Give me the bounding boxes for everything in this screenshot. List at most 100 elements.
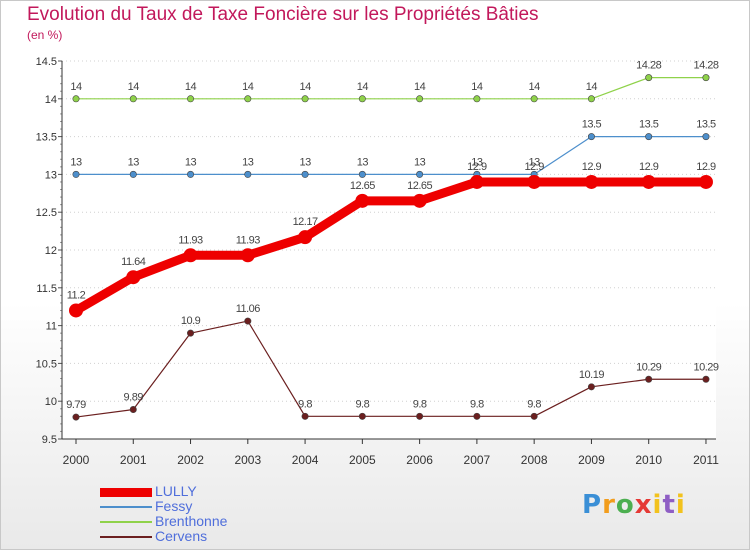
y-tick-label: 14	[45, 94, 57, 106]
data-label: 10.19	[579, 369, 604, 381]
proxiti-logo: Proxiti	[582, 490, 686, 520]
data-point	[587, 383, 595, 391]
data-point	[469, 174, 484, 189]
y-tick-label: 12.5	[36, 207, 57, 219]
data-point	[129, 406, 137, 414]
data-point	[187, 170, 195, 178]
data-label: 14	[70, 81, 82, 93]
data-point	[355, 193, 370, 208]
data-point	[702, 375, 710, 383]
data-point	[416, 412, 424, 420]
data-label: 13	[242, 156, 254, 168]
data-label: 13	[414, 156, 426, 168]
data-label: 11.2	[67, 289, 86, 301]
unit-label: (en %)	[27, 28, 63, 42]
data-label: 11.06	[236, 303, 261, 315]
series-line	[71, 177, 711, 315]
x-tick-label: 2003	[234, 453, 261, 467]
chart-title: Evolution du Taux de Taxe Foncière sur l…	[27, 4, 539, 25]
data-label: 10.9	[181, 315, 201, 327]
data-point	[587, 95, 595, 103]
data-label: 9.8	[355, 398, 369, 410]
data-point	[527, 174, 542, 189]
x-tick-label: 2009	[578, 453, 605, 467]
y-tick-label: 10.5	[36, 358, 57, 370]
data-point	[129, 170, 137, 178]
data-label: 13	[128, 156, 140, 168]
legend-swatch	[100, 506, 152, 508]
data-label: 13	[529, 156, 541, 168]
legend-label: Brenthonne	[155, 513, 228, 529]
data-point	[645, 375, 653, 383]
data-point	[301, 95, 309, 103]
data-label: 11.93	[236, 234, 261, 246]
data-label: 12.9	[696, 161, 716, 173]
x-tick-label: 2010	[635, 453, 662, 467]
data-point	[187, 95, 195, 103]
x-tick-label: 2008	[521, 453, 548, 467]
data-point	[702, 133, 710, 141]
x-tick-label: 2002	[177, 453, 204, 467]
series-line	[75, 136, 707, 175]
data-point	[72, 413, 80, 421]
data-point	[641, 174, 656, 189]
data-label: 14	[128, 81, 140, 93]
data-label: 11.64	[121, 256, 146, 268]
data-point	[473, 412, 481, 420]
data-point	[244, 170, 252, 178]
data-point	[587, 133, 595, 141]
y-tick-label: 11	[46, 321, 57, 333]
y-tick-label: 9.5	[42, 434, 57, 446]
legend-swatch	[100, 487, 152, 497]
x-tick-label: 2007	[464, 453, 491, 467]
data-label: 12.9	[467, 161, 487, 173]
data-point	[187, 329, 195, 337]
data-point	[301, 412, 309, 420]
data-point	[702, 74, 710, 82]
data-label: 9.8	[527, 398, 541, 410]
data-label: 9.8	[470, 398, 484, 410]
data-label: 12.65	[407, 180, 432, 192]
data-point	[72, 95, 80, 103]
data-label: 13	[70, 156, 82, 168]
data-label: 12.9	[582, 161, 602, 173]
legend-label: LULLY	[155, 483, 197, 499]
series-line	[75, 77, 707, 100]
y-tick-label: 10	[45, 396, 57, 408]
data-label: 13	[299, 156, 311, 168]
data-point	[412, 193, 427, 208]
x-tick-label: 2001	[120, 453, 147, 467]
y-tick-label: 12	[45, 245, 57, 257]
data-label: 14.28	[693, 60, 718, 72]
y-tick-label: 14.5	[36, 56, 57, 68]
data-point	[183, 248, 198, 263]
data-point	[69, 303, 83, 318]
data-point	[645, 74, 653, 82]
x-tick-label: 2004	[292, 453, 319, 467]
data-point	[126, 270, 141, 285]
data-label: 12.9	[639, 161, 659, 173]
data-label: 14	[299, 81, 311, 93]
data-point	[244, 95, 252, 103]
data-label: 10.29	[636, 361, 661, 373]
data-point	[698, 174, 713, 189]
data-label: 14	[529, 81, 541, 93]
data-label: 14	[242, 81, 254, 93]
x-tick-label: 2000	[63, 453, 90, 467]
data-label: 13	[471, 156, 483, 168]
series-lully: 11.2 11.64 11.93 11.93 12.17 12.65 12.65 12.9 12…	[67, 161, 717, 318]
data-point	[240, 248, 255, 263]
series-cervens: 9.79 9.89 10.9 11.06 9.8 9.8 9.8 9.8 9.8 10.19 10.…	[66, 303, 719, 421]
x-tick-label: 2005	[349, 453, 376, 467]
legend-label: Cervens	[155, 528, 208, 544]
data-point	[358, 170, 366, 178]
data-point	[298, 230, 313, 245]
data-point	[244, 317, 252, 325]
data-point	[416, 95, 424, 103]
data-point	[530, 412, 538, 420]
data-label: 12.9	[524, 161, 544, 173]
data-point	[72, 170, 80, 178]
data-label: 11.93	[178, 234, 203, 246]
data-point	[645, 133, 653, 141]
